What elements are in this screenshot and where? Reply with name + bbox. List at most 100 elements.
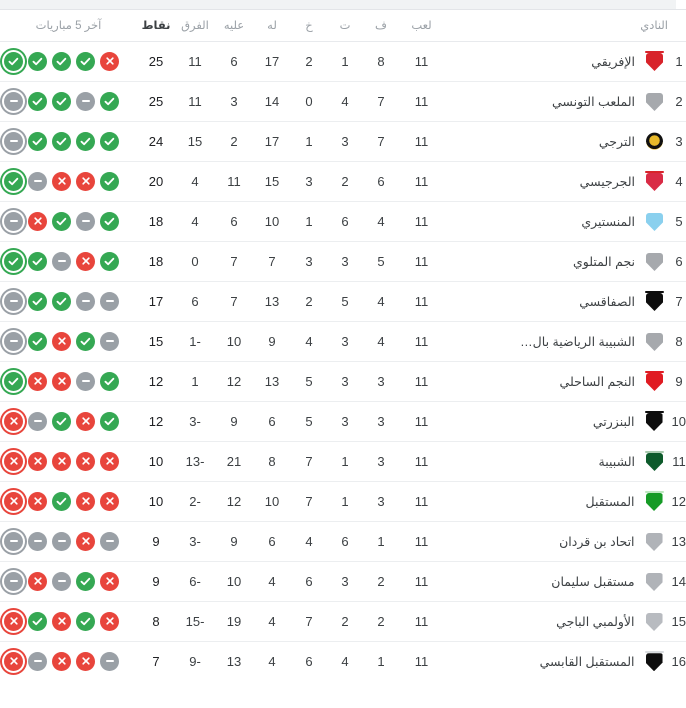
form-win-icon[interactable] (52, 131, 71, 151)
club-cell[interactable]: 12 المستقبل (444, 481, 686, 522)
column-header-form[interactable]: آخر 5 مباريات (0, 10, 137, 42)
table-row[interactable]: 11 الشبيبة 11 3 1 7 8 21 -13 10 (0, 441, 686, 482)
club-name[interactable]: الجرجيسي (579, 174, 635, 189)
column-header-points[interactable]: نقاط (137, 10, 175, 42)
form-win-icon[interactable] (4, 171, 23, 191)
club-name[interactable]: النجم الساحلي (559, 374, 635, 389)
club-cell[interactable]: 11 الشبيبة (444, 441, 686, 482)
table-row[interactable]: 8 الشبيبة الرياضية بال… 11 4 3 4 9 10 -1 15 (0, 321, 686, 362)
form-win-icon[interactable] (100, 171, 119, 191)
form-loss-icon[interactable] (4, 611, 23, 631)
form-draw-icon[interactable] (4, 291, 23, 311)
club-cell[interactable]: 10 البنزرتي (444, 401, 686, 442)
table-row[interactable]: 13 اتحاد بن قردان 11 1 6 4 6 9 -3 9 (0, 521, 686, 562)
table-row[interactable]: 5 المنستيري 11 4 6 1 10 6 4 18 (0, 201, 686, 242)
form-win-icon[interactable] (28, 331, 47, 351)
form-draw-icon[interactable] (76, 291, 95, 311)
form-win-icon[interactable] (28, 251, 47, 271)
form-win-icon[interactable] (28, 51, 47, 71)
club-cell[interactable]: 6 نجم المتلوي (444, 241, 686, 282)
form-loss-icon[interactable] (52, 451, 71, 471)
table-row[interactable]: 4 الجرجيسي 11 6 2 3 15 11 4 20 (0, 161, 686, 202)
form-loss-icon[interactable] (28, 571, 47, 591)
club-name[interactable]: المستقبل (585, 494, 635, 509)
table-row[interactable]: 3 الترجي 11 7 3 1 17 2 15 24 (0, 121, 686, 162)
club-name[interactable]: الأولمبي الباجي (556, 614, 635, 629)
form-win-icon[interactable] (52, 211, 71, 231)
table-row[interactable]: 9 النجم الساحلي 11 3 3 5 13 12 1 12 (0, 361, 686, 402)
column-header-goal-diff[interactable]: الفرق (175, 10, 215, 42)
form-win-icon[interactable] (100, 91, 119, 111)
club-cell[interactable]: 2 الملعب التونسي (444, 81, 686, 122)
form-draw-icon[interactable] (100, 531, 119, 551)
form-draw-icon[interactable] (52, 251, 71, 271)
club-name[interactable]: اتحاد بن قردان (559, 534, 635, 549)
form-draw-icon[interactable] (4, 531, 23, 551)
table-row[interactable]: 10 البنزرتي 11 3 3 5 6 9 -3 12 (0, 401, 686, 442)
club-name[interactable]: المنستيري (581, 214, 635, 229)
form-loss-icon[interactable] (100, 571, 119, 591)
club-name[interactable]: الشبيبة (598, 454, 635, 469)
form-draw-icon[interactable] (76, 91, 95, 111)
form-loss-icon[interactable] (76, 171, 95, 191)
club-name[interactable]: الشبيبة الرياضية بال… (520, 334, 635, 349)
form-win-icon[interactable] (52, 51, 71, 71)
club-cell[interactable]: 8 الشبيبة الرياضية بال… (444, 321, 686, 362)
column-header-goals-against[interactable]: عليه (215, 10, 253, 42)
form-draw-icon[interactable] (52, 531, 71, 551)
form-loss-icon[interactable] (52, 371, 71, 391)
form-loss-icon[interactable] (76, 491, 95, 511)
form-win-icon[interactable] (100, 131, 119, 151)
form-win-icon[interactable] (76, 131, 95, 151)
form-win-icon[interactable] (100, 371, 119, 391)
form-loss-icon[interactable] (4, 411, 23, 431)
form-loss-icon[interactable] (28, 211, 47, 231)
form-draw-icon[interactable] (28, 411, 47, 431)
form-win-icon[interactable] (52, 291, 71, 311)
form-win-icon[interactable] (100, 211, 119, 231)
club-cell[interactable]: 13 اتحاد بن قردان (444, 521, 686, 562)
form-win-icon[interactable] (76, 611, 95, 631)
form-draw-icon[interactable] (52, 571, 71, 591)
form-loss-icon[interactable] (52, 651, 71, 671)
form-win-icon[interactable] (28, 291, 47, 311)
form-loss-icon[interactable] (100, 51, 119, 71)
club-name[interactable]: مستقبل سليمان (551, 574, 635, 589)
form-draw-icon[interactable] (28, 651, 47, 671)
table-row[interactable]: 1 الإفريقي 11 8 1 2 17 6 11 25 (0, 41, 686, 82)
form-win-icon[interactable] (76, 331, 95, 351)
table-row[interactable]: 15 الأولمبي الباجي 11 2 2 7 4 19 -15 8 (0, 601, 686, 642)
form-win-icon[interactable] (28, 611, 47, 631)
form-draw-icon[interactable] (76, 371, 95, 391)
form-win-icon[interactable] (100, 251, 119, 271)
form-draw-icon[interactable] (4, 91, 23, 111)
table-row[interactable]: 7 الصفاقسي 11 4 5 2 13 7 6 17 (0, 281, 686, 322)
form-win-icon[interactable] (76, 571, 95, 591)
club-name[interactable]: الصفاقسي (579, 294, 635, 309)
form-draw-icon[interactable] (100, 651, 119, 671)
form-draw-icon[interactable] (100, 331, 119, 351)
club-cell[interactable]: 5 المنستيري (444, 201, 686, 242)
club-cell[interactable]: 9 النجم الساحلي (444, 361, 686, 402)
form-win-icon[interactable] (76, 51, 95, 71)
form-loss-icon[interactable] (100, 611, 119, 631)
form-loss-icon[interactable] (4, 451, 23, 471)
column-header-won[interactable]: ف (363, 10, 399, 42)
column-header-played[interactable]: لعب (399, 10, 444, 42)
form-draw-icon[interactable] (100, 291, 119, 311)
form-loss-icon[interactable] (76, 411, 95, 431)
club-name[interactable]: الترجي (598, 134, 635, 149)
form-win-icon[interactable] (4, 371, 23, 391)
form-win-icon[interactable] (52, 91, 71, 111)
form-loss-icon[interactable] (76, 651, 95, 671)
form-loss-icon[interactable] (76, 251, 95, 271)
club-cell[interactable]: 1 الإفريقي (444, 41, 686, 82)
club-cell[interactable]: 16 المستقبل القابسي (444, 641, 686, 681)
form-draw-icon[interactable] (4, 571, 23, 591)
form-loss-icon[interactable] (76, 531, 95, 551)
club-cell[interactable]: 15 الأولمبي الباجي (444, 601, 686, 642)
form-loss-icon[interactable] (100, 491, 119, 511)
form-win-icon[interactable] (4, 51, 23, 71)
table-row[interactable]: 14 مستقبل سليمان 11 2 3 6 4 10 -6 9 (0, 561, 686, 602)
form-loss-icon[interactable] (52, 171, 71, 191)
